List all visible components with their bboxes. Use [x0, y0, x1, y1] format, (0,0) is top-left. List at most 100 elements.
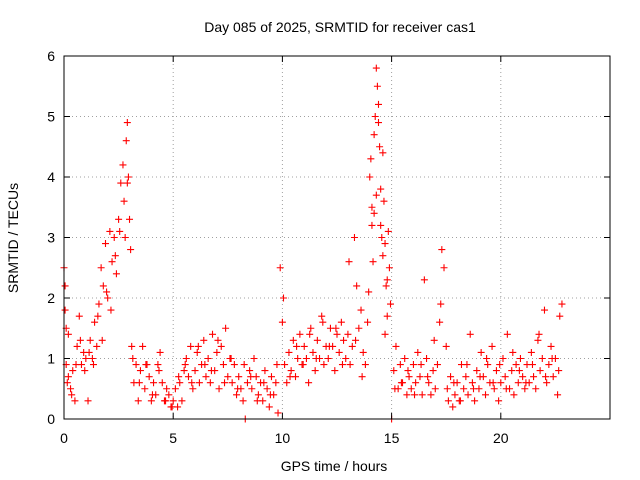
data-point: [407, 385, 415, 393]
data-point: [484, 361, 492, 369]
data-point: [182, 355, 190, 362]
data-point: [104, 294, 112, 302]
data-point: [312, 355, 320, 362]
data-point: [132, 361, 140, 369]
data-point: [128, 342, 136, 350]
data-point: [519, 373, 527, 381]
data-point: [366, 173, 374, 181]
data-point: [367, 155, 375, 163]
data-point: [379, 149, 387, 157]
x-tick-label: 15: [384, 430, 400, 446]
data-point: [364, 318, 372, 326]
data-point: [468, 379, 476, 387]
data-point: [401, 355, 409, 362]
data-point: [188, 379, 196, 387]
data-point: [338, 361, 346, 369]
data-point: [466, 330, 474, 338]
data-point: [549, 373, 557, 381]
data-point: [440, 264, 448, 272]
data-point: [496, 361, 504, 369]
data-point: [240, 361, 248, 369]
data-point: [64, 373, 72, 381]
data-point: [348, 342, 356, 350]
data-point: [318, 312, 326, 320]
data-point: [497, 379, 505, 387]
data-point: [195, 379, 203, 387]
data-point: [381, 240, 389, 248]
data-point: [423, 355, 431, 362]
data-point: [361, 361, 369, 369]
data-point: [532, 385, 540, 393]
data-point: [350, 234, 358, 241]
data-point: [420, 276, 428, 284]
data-point: [464, 391, 472, 399]
data-point: [67, 385, 75, 393]
data-point: [82, 355, 90, 362]
data-point: [299, 361, 307, 369]
data-point: [414, 348, 422, 356]
data-point: [555, 367, 563, 375]
data-point: [106, 227, 114, 235]
data-point: [337, 318, 345, 326]
data-point: [463, 361, 471, 369]
data-point: [184, 373, 192, 381]
data-point: [136, 367, 144, 375]
data-point: [178, 397, 186, 405]
data-point: [510, 391, 518, 399]
data-point: [122, 137, 130, 145]
data-point: [345, 258, 353, 266]
data-point: [372, 191, 380, 199]
data-point: [442, 342, 450, 350]
data-point: [346, 361, 354, 369]
data-point: [124, 173, 132, 181]
data-point: [158, 379, 166, 387]
data-point: [307, 324, 315, 332]
data-point: [99, 282, 107, 290]
data-point: [324, 355, 332, 362]
data-point: [412, 379, 420, 387]
data-point: [538, 355, 546, 362]
data-point: [409, 361, 417, 369]
data-point: [145, 373, 153, 381]
data-point: [368, 221, 376, 229]
data-point: [417, 361, 425, 369]
data-point: [171, 385, 179, 393]
data-point: [120, 197, 128, 205]
data-point: [189, 385, 197, 393]
data-point: [191, 367, 199, 375]
data-point: [383, 276, 391, 284]
data-point: [384, 227, 392, 235]
data-point: [154, 361, 162, 369]
data-point: [501, 373, 509, 381]
data-point: [175, 373, 183, 381]
data-point: [558, 300, 566, 308]
data-point: [438, 246, 446, 254]
data-point: [228, 379, 236, 387]
data-point: [230, 361, 238, 369]
data-point: [260, 379, 268, 387]
data-point: [396, 361, 404, 369]
data-point: [139, 342, 147, 350]
data-point: [187, 342, 195, 350]
data-point: [126, 215, 134, 223]
data-point: [135, 379, 143, 387]
data-point: [460, 385, 468, 393]
data-point: [274, 409, 282, 417]
data-point: [286, 373, 294, 381]
data-point: [528, 361, 536, 369]
data-point: [369, 258, 377, 266]
data-point: [433, 361, 441, 369]
data-point: [471, 397, 479, 405]
data-point: [165, 391, 173, 399]
data-point: [64, 330, 72, 338]
data-point: [449, 403, 457, 411]
data-point: [374, 100, 382, 108]
data-point: [325, 342, 333, 350]
data-point: [376, 143, 384, 151]
data-point: [222, 324, 230, 332]
data-point: [335, 348, 343, 356]
data-point: [204, 355, 212, 362]
data-point: [512, 361, 520, 369]
data-point: [123, 179, 131, 187]
